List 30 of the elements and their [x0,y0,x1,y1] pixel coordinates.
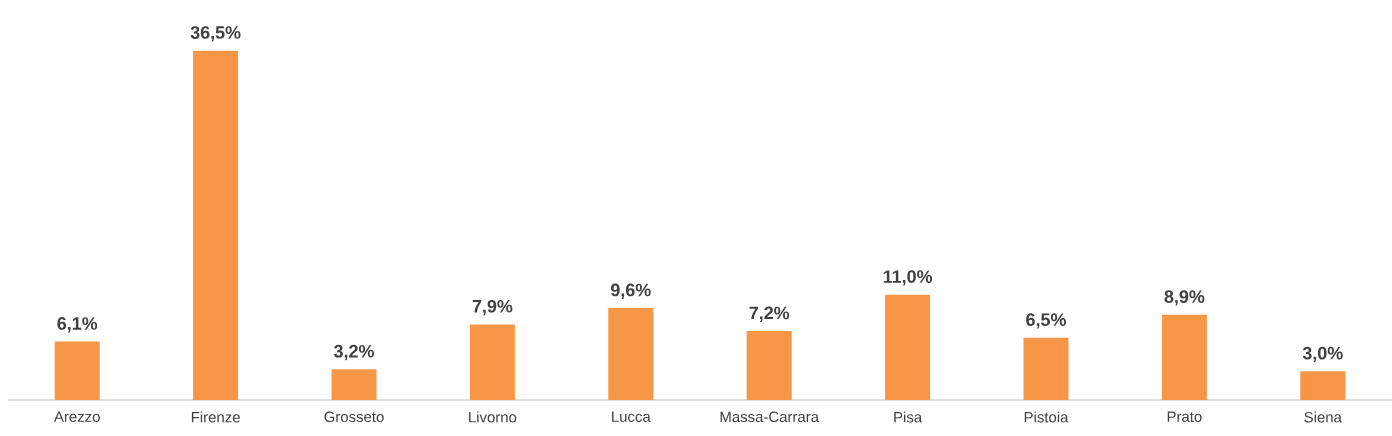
bar [608,308,654,400]
data-label: 6,1% [57,317,98,333]
data-label: 36,5% [190,26,241,42]
data-label: 6,5% [1026,313,1066,329]
x-tick-label: Massa-Carrara [720,411,820,423]
x-tick-label: Lucca [612,411,651,422]
data-label: 9,6% [610,283,651,299]
x-tick-label: Grosseto [324,411,384,423]
x-tick-label: Pistoia [1024,411,1069,423]
x-tick-label: Pisa [894,411,923,423]
x-tick-label: Siena [1304,411,1342,423]
x-tick-label: Arezzo [53,411,100,422]
data-label: 11,0% [883,270,933,286]
bar [1161,314,1207,400]
bar [331,369,377,400]
data-label: 7,2% [749,306,790,322]
bar [193,50,239,400]
x-tick-label: Firenze [191,411,240,423]
data-label: 8,9% [1164,290,1205,306]
bar [885,294,931,400]
data-label: 7,9% [472,299,513,316]
x-tick-label: Prato [1167,411,1202,422]
bar [469,324,515,400]
data-label: 3,2% [333,344,374,361]
x-tick-label: Livorno [469,411,517,423]
bar [54,341,100,400]
data-label: 3,0% [1302,346,1343,363]
bar [1300,371,1346,400]
bar [746,331,792,400]
bar [1023,337,1069,400]
